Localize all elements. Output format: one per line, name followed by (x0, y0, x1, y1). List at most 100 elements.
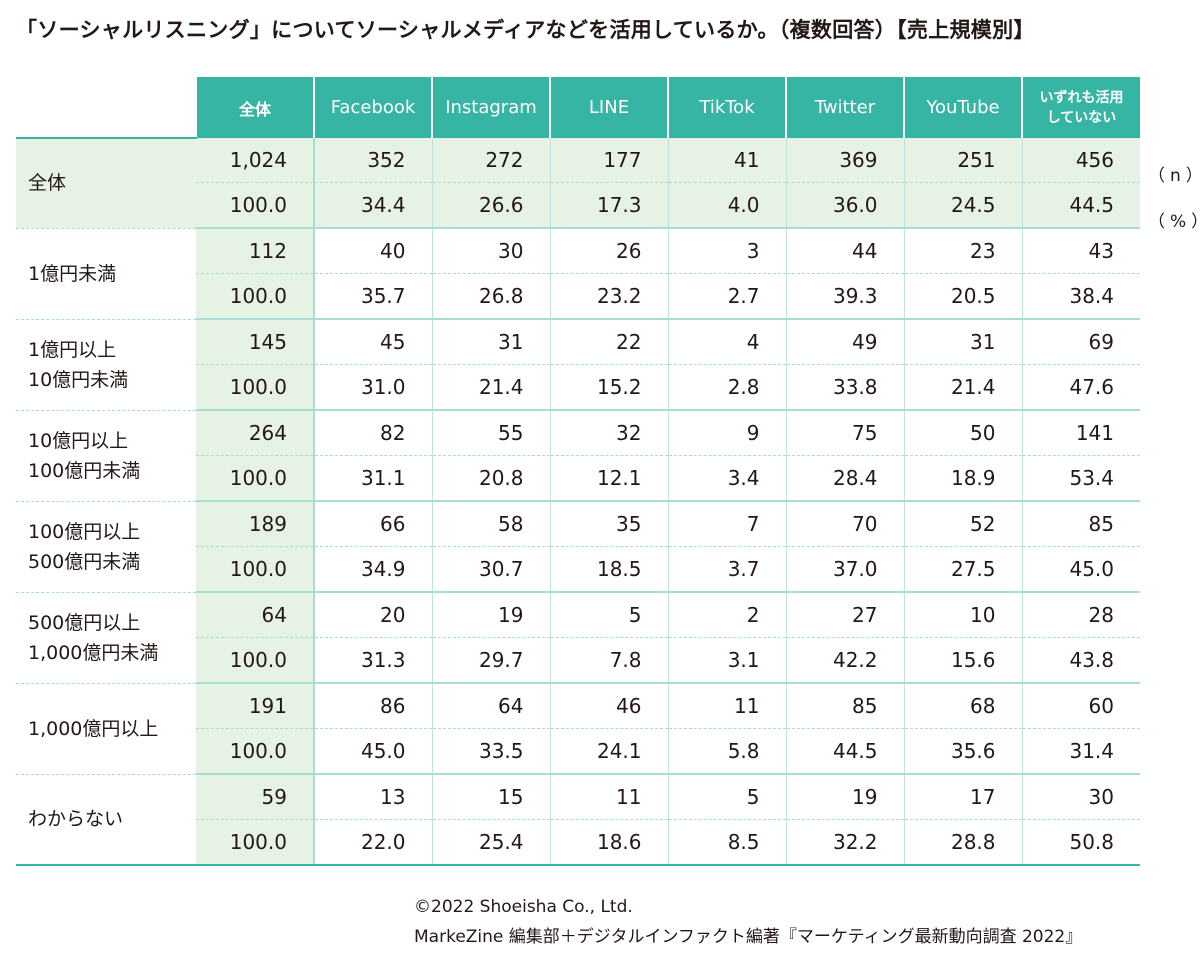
percent-cell: 100.0 (196, 273, 315, 320)
percent-cell: 21.4 (431, 364, 550, 411)
percent-cell: 18.6 (549, 819, 668, 866)
percent-cell: 100.0 (196, 364, 315, 411)
count-cell: 82 (313, 410, 432, 456)
percent-cell: 29.7 (431, 637, 550, 684)
table-row-percent: 100.0 31.1 20.8 12.1 3.4 28.4 18.9 53.4 (16, 455, 1140, 502)
percent-cell: 100.0 (196, 546, 315, 593)
percent-cell: 24.1 (549, 728, 668, 775)
percent-cell: 24.5 (903, 182, 1022, 229)
table-row-count: 100億円以上 500億円未満 189 66 58 35 7 70 52 85 (16, 501, 1140, 593)
percent-cell: 26.6 (431, 182, 550, 229)
row-label: 1億円未満 (16, 228, 196, 320)
percent-cell: 39.3 (785, 273, 904, 320)
count-cell: 5 (549, 592, 668, 638)
column-header: Twitter (785, 77, 904, 138)
count-cell: 177 (549, 138, 668, 183)
header-row: 全体 Facebook Instagram LINE TikTok Twitter YouT… (16, 77, 1140, 139)
table-row-percent: 100.0 31.3 29.7 7.8 3.1 42.2 15.6 43.8 (16, 637, 1140, 684)
percent-cell: 44.5 (1021, 182, 1140, 229)
table-row-count: 500億円以上 1,000億円未満 64 20 19 5 2 27 10 28 (16, 592, 1140, 684)
count-cell: 27 (785, 592, 904, 638)
row-label-line: 1,000億円未満 (28, 641, 159, 664)
table-row-count: 1,000億円以上 191 86 64 46 11 85 68 60 (16, 683, 1140, 775)
table-row-percent: 100.0 34.9 30.7 18.5 3.7 37.0 27.5 45.0 (16, 546, 1140, 593)
percent-cell: 2.7 (667, 273, 786, 320)
count-cell: 10 (903, 592, 1022, 638)
percent-cell: 20.8 (431, 455, 550, 502)
row-label-line: 1,000億円以上 (28, 717, 159, 740)
count-cell: 35 (549, 501, 668, 547)
count-cell: 9 (667, 410, 786, 456)
survey-table-container: 全体 Facebook Instagram LINE TikTok Twitter YouT… (16, 77, 1140, 866)
count-cell: 86 (313, 683, 432, 729)
percent-cell: 4.0 (667, 182, 786, 229)
percent-cell: 32.2 (785, 819, 904, 866)
column-header: TikTok (667, 77, 786, 138)
row-label-line: 100億円未満 (28, 459, 141, 482)
count-cell: 43 (1021, 228, 1140, 274)
count-cell: 352 (313, 138, 432, 183)
count-cell: 60 (1021, 683, 1140, 729)
count-cell: 50 (903, 410, 1022, 456)
count-cell: 145 (196, 319, 315, 365)
count-cell: 22 (549, 319, 668, 365)
count-cell: 369 (785, 138, 904, 183)
percent-cell: 42.2 (785, 637, 904, 684)
table-row-count: 1億円未満 112 40 30 26 3 44 23 43 (16, 228, 1140, 320)
table-row-percent: 100.0 35.7 26.8 23.2 2.7 39.3 20.5 38.4 (16, 273, 1140, 320)
percent-cell: 5.8 (667, 728, 786, 775)
percent-cell: 100.0 (196, 728, 315, 775)
percent-cell: 18.5 (549, 546, 668, 593)
table-row-count: 全体 1,024 352 272 177 41 369 251 456 (16, 138, 1140, 229)
percent-cell: 15.2 (549, 364, 668, 411)
table-row-count: わからない 59 13 15 11 5 19 17 30 (16, 774, 1140, 866)
percent-cell: 25.4 (431, 819, 550, 866)
row-label: 1,000億円以上 (16, 683, 196, 775)
count-cell: 41 (667, 138, 786, 183)
count-cell: 191 (196, 683, 315, 729)
count-cell: 45 (313, 319, 432, 365)
percent-cell: 30.7 (431, 546, 550, 593)
table-row-count: 10億円以上 100億円未満 264 82 55 32 9 75 50 141 (16, 410, 1140, 502)
count-cell: 68 (903, 683, 1022, 729)
count-cell: 64 (431, 683, 550, 729)
count-cell: 272 (431, 138, 550, 183)
table-row-percent: 100.0 22.0 25.4 18.6 8.5 32.2 28.8 50.8 (16, 819, 1140, 866)
count-cell: 69 (1021, 319, 1140, 365)
percent-cell: 37.0 (785, 546, 904, 593)
percent-cell: 15.6 (903, 637, 1022, 684)
count-cell: 85 (1021, 501, 1140, 547)
count-cell: 19 (785, 774, 904, 820)
column-header: LINE (549, 77, 668, 138)
count-cell: 141 (1021, 410, 1140, 456)
column-header: いずれも活用 していない (1021, 77, 1140, 138)
row-label-line: 全体 (28, 172, 67, 195)
column-header: YouTube (903, 77, 1022, 138)
count-cell: 2 (667, 592, 786, 638)
count-cell: 7 (667, 501, 786, 547)
percent-cell: 47.6 (1021, 364, 1140, 411)
column-header-line: していない (1046, 109, 1117, 126)
count-cell: 456 (1021, 138, 1140, 183)
table-row-count: 1億円以上 10億円未満 145 45 31 22 4 49 31 69 (16, 319, 1140, 411)
percent-cell: 26.8 (431, 273, 550, 320)
percent-cell: 45.0 (1021, 546, 1140, 593)
row-label: 500億円以上 1,000億円未満 (16, 592, 196, 684)
unit-label-percent: （%） (1148, 212, 1200, 232)
percent-cell: 12.1 (549, 455, 668, 502)
percent-cell: 31.0 (313, 364, 432, 411)
table-row-percent: 100.0 34.4 26.6 17.3 4.0 36.0 24.5 44.5 (16, 182, 1140, 229)
percent-cell: 17.3 (549, 182, 668, 229)
count-cell: 20 (313, 592, 432, 638)
percent-cell: 3.1 (667, 637, 786, 684)
percent-cell: 8.5 (667, 819, 786, 866)
count-cell: 26 (549, 228, 668, 274)
count-cell: 23 (903, 228, 1022, 274)
table-row-percent: 100.0 45.0 33.5 24.1 5.8 44.5 35.6 31.4 (16, 728, 1140, 775)
percent-cell: 45.0 (313, 728, 432, 775)
header-corner (16, 77, 196, 139)
row-label-line: 1億円以上 (28, 338, 117, 361)
count-cell: 49 (785, 319, 904, 365)
count-cell: 5 (667, 774, 786, 820)
survey-table: 全体 Facebook Instagram LINE TikTok Twitter YouT… (16, 77, 1140, 866)
